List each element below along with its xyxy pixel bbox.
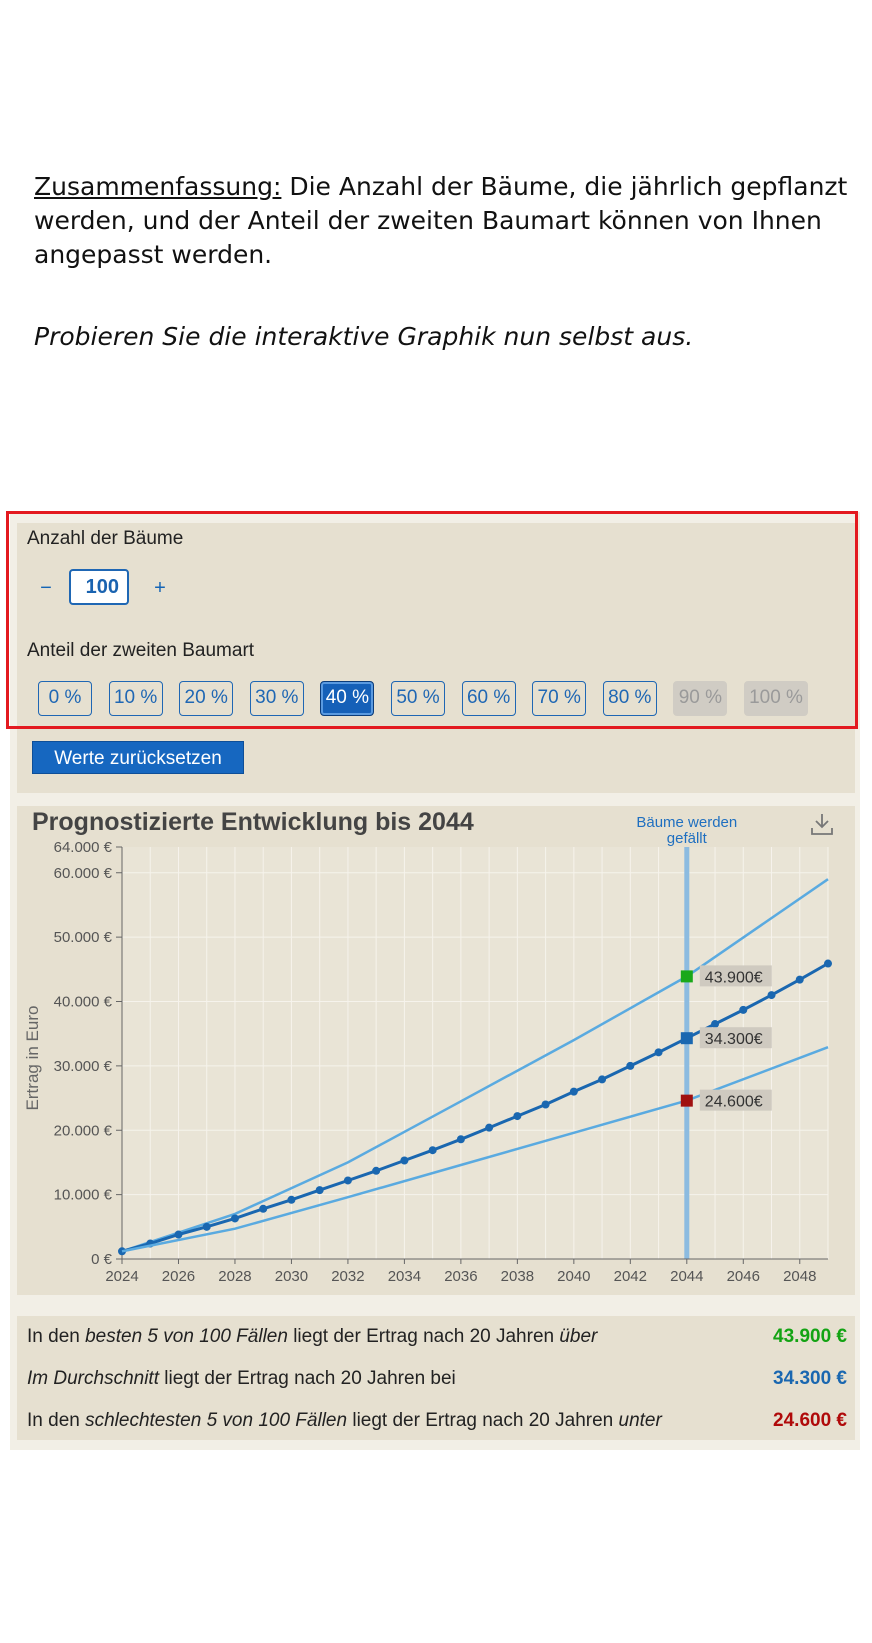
result-average-row: Im Durchschnitt liegt der Ertrag nach 20… (27, 1368, 847, 1390)
share-option-0[interactable]: 0 % (38, 681, 92, 716)
result-best-row: In den besten 5 von 100 Fällen liegt der… (27, 1326, 847, 1348)
result-worst-text: schlechtesten 5 von 100 Fällen (85, 1410, 348, 1431)
summary-text: Die Anzahl der Bäume, die jährlich gepfl… (34, 172, 848, 269)
try-prompt: Probieren Sie die interaktive Graphik nu… (34, 322, 694, 351)
result-best-text: In den (27, 1326, 86, 1347)
share-option-60[interactable]: 60 % (461, 681, 516, 716)
chart-panel (17, 806, 855, 1295)
share-option-10[interactable]: 10 % (108, 681, 163, 716)
share-option-70[interactable]: 70 % (532, 681, 587, 716)
results-panel (17, 1316, 855, 1440)
result-worst-value: 24.600 € (773, 1410, 847, 1431)
trees-count-input[interactable]: 100 (69, 569, 129, 605)
result-worst-text: In den (27, 1410, 86, 1431)
result-average-text: Im Durchschnitt (27, 1368, 159, 1389)
chart-title: Prognostizierte Entwicklung bis 2044 (32, 808, 474, 836)
share-option-30[interactable]: 30 % (249, 681, 304, 716)
result-best-value: 43.900 € (773, 1326, 847, 1347)
result-worst-text: unter (618, 1410, 662, 1431)
reset-button[interactable]: Werte zurücksetzen (32, 741, 244, 774)
share-option-80[interactable]: 80 % (602, 681, 657, 716)
result-average-value: 34.300 € (773, 1368, 847, 1389)
summary-heading: Zusammenfassung: (34, 172, 282, 201)
share-option-100: 100 % (744, 681, 808, 716)
share-label: Anteil der zweiten Baumart (27, 640, 255, 661)
highlight-frame (6, 511, 858, 729)
increase-trees-button[interactable]: + (154, 577, 166, 599)
share-option-90: 90 % (673, 681, 728, 716)
summary-paragraph: Zusammenfassung: Die Anzahl der Bäume, d… (34, 170, 864, 272)
share-option-50[interactable]: 50 % (391, 681, 445, 716)
result-best-text: über (559, 1326, 598, 1347)
result-best-text: liegt der Ertrag nach 20 Jahren (287, 1326, 560, 1347)
result-worst-row: In den schlechtesten 5 von 100 Fällen li… (27, 1410, 847, 1432)
share-option-20[interactable]: 20 % (179, 681, 234, 716)
result-worst-text: liegt der Ertrag nach 20 Jahren (347, 1410, 619, 1431)
result-best-text: besten 5 von 100 Fällen (85, 1326, 288, 1347)
result-average-text: liegt der Ertrag nach 20 Jahren bei (158, 1368, 456, 1389)
share-option-40[interactable]: 40 % (320, 681, 375, 716)
decrease-trees-button[interactable]: − (40, 577, 52, 599)
trees-label: Anzahl der Bäume (27, 528, 184, 549)
